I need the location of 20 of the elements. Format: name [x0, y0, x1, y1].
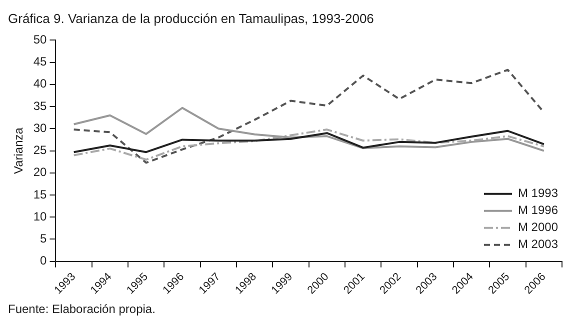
y-tick-label: 40 — [33, 76, 48, 91]
line-series — [72, 128, 545, 161]
line-series — [72, 68, 545, 164]
y-tick-label: 30 — [33, 120, 48, 135]
y-tick-label: 25 — [33, 143, 48, 158]
source-note: Fuente: Elaboración propia. — [8, 301, 156, 318]
y-axis-title: Varianza — [12, 127, 26, 174]
chart-title: Gráfica 9. Varianza de la producción en Tamaulipas, 1993-2006 — [8, 10, 375, 28]
y-tick-label: 45 — [33, 54, 48, 69]
legend-label: M 1996 — [518, 203, 558, 218]
legend-label: M 2000 — [518, 220, 558, 234]
legend-label: M 2003 — [518, 237, 558, 252]
legend-label: M 1993 — [518, 186, 558, 200]
y-tick-label: 0 — [40, 254, 48, 268]
y-tick-label: 5 — [40, 232, 48, 246]
y-tick-label: 10 — [33, 209, 48, 224]
y-tick-label: 35 — [33, 98, 48, 113]
y-tick-label: 15 — [33, 187, 48, 202]
y-tick-label: 20 — [33, 165, 48, 180]
y-tick-label: 50 — [33, 32, 48, 47]
